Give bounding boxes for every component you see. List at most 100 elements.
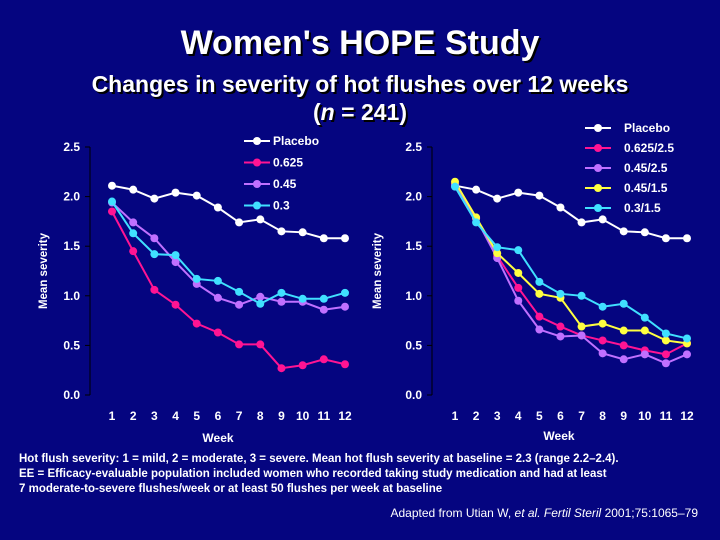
data-point <box>683 334 691 343</box>
data-point <box>661 359 670 368</box>
x-tick-label: 7 <box>578 409 585 423</box>
data-point <box>341 288 349 297</box>
data-point <box>256 292 265 301</box>
data-point <box>619 326 628 335</box>
data-point <box>556 332 565 341</box>
footnote: 7 moderate-to-severe flushes/week or at … <box>19 483 443 495</box>
data-point <box>535 325 544 334</box>
citation-journal: Fertil Steril <box>540 506 602 520</box>
data-point <box>514 283 523 292</box>
x-tick-label: 7 <box>236 409 243 423</box>
y-tick-label: 0.5 <box>63 338 80 352</box>
data-point <box>108 181 116 190</box>
data-point <box>661 329 670 338</box>
legend-marker <box>594 144 602 152</box>
x-tick-label: 1 <box>452 409 459 423</box>
x-tick-label: 4 <box>172 409 179 423</box>
series-line-0.45 <box>111 201 346 311</box>
data-point <box>341 302 349 311</box>
data-point <box>598 302 607 311</box>
legend-label: 0.625 <box>273 156 303 170</box>
legend-label: 0.45 <box>273 177 297 191</box>
data-point <box>640 326 649 335</box>
data-point <box>598 349 607 358</box>
data-point <box>192 319 201 328</box>
citation-rest: 2001;75:1065–79 <box>601 506 698 520</box>
data-point <box>683 350 691 359</box>
legend-label: Placebo <box>273 134 319 148</box>
data-point <box>277 227 286 236</box>
data-point <box>129 218 138 227</box>
data-point <box>171 258 180 267</box>
x-tick-label: 6 <box>215 409 222 423</box>
data-point <box>619 227 628 236</box>
data-point <box>619 299 628 308</box>
data-point <box>256 299 265 308</box>
data-point <box>235 218 244 227</box>
y-tick-label: 1.0 <box>405 289 422 303</box>
data-point <box>535 277 544 286</box>
y-tick-label: 2.0 <box>63 190 80 204</box>
data-point <box>598 215 607 224</box>
data-point <box>451 182 459 191</box>
data-point <box>298 361 307 370</box>
data-point <box>556 203 565 212</box>
x-tick-label: 12 <box>338 409 352 423</box>
legend-label: 0.3/1.5 <box>624 201 661 215</box>
data-point <box>577 331 586 340</box>
y-tick-label: 2.5 <box>63 140 80 154</box>
data-point <box>493 249 502 258</box>
x-tick-label: 10 <box>296 409 310 423</box>
x-axis-label: Week <box>543 429 574 443</box>
y-axis-label: Mean severity <box>38 232 50 309</box>
x-tick-label: 11 <box>660 409 673 423</box>
data-point <box>619 355 628 364</box>
legend-marker <box>253 180 261 188</box>
data-point <box>341 234 349 243</box>
data-point <box>319 294 328 303</box>
legend-marker <box>253 201 261 210</box>
legend-label: 0.625/2.5 <box>624 141 674 155</box>
data-point <box>472 218 481 227</box>
citation-prefix: Adapted from Utian W, <box>390 506 515 520</box>
y-tick-label: 0.0 <box>405 388 422 402</box>
data-point <box>129 247 138 256</box>
legend-marker <box>594 164 602 172</box>
legend-label: Placebo <box>624 121 670 135</box>
legend-label: 0.45/1.5 <box>624 181 668 195</box>
data-point <box>661 350 670 359</box>
x-tick-label: 2 <box>473 409 480 423</box>
y-tick-label: 1.5 <box>405 239 422 253</box>
data-point <box>683 234 691 243</box>
series-line-0.3 <box>111 201 346 305</box>
x-tick-label: 3 <box>151 409 158 423</box>
data-point <box>298 294 307 303</box>
data-point <box>577 218 586 227</box>
data-point <box>277 297 286 306</box>
data-point <box>235 287 244 296</box>
data-point <box>577 322 586 331</box>
legend-label: 0.45/2.5 <box>624 161 668 175</box>
x-tick-label: 5 <box>193 409 200 423</box>
data-point <box>661 234 670 243</box>
data-point <box>319 355 328 364</box>
legend-marker <box>253 137 261 145</box>
legend-marker <box>594 184 602 192</box>
data-point <box>213 276 222 285</box>
n-value: = 241) <box>334 99 407 125</box>
citation: Adapted from Utian W, et al. Fertil Ster… <box>390 506 698 520</box>
x-tick-label: 12 <box>680 409 694 423</box>
series-line-0.3/1.5 <box>454 186 688 340</box>
data-point <box>192 191 201 200</box>
data-point <box>493 243 502 252</box>
data-point <box>235 340 244 349</box>
x-tick-label: 8 <box>257 409 264 423</box>
data-point <box>535 191 544 200</box>
data-point <box>256 340 265 349</box>
x-tick-label: 5 <box>536 409 543 423</box>
legend-label: 0.3 <box>273 199 290 213</box>
y-tick-label: 2.5 <box>405 140 422 154</box>
data-point <box>514 296 523 305</box>
x-tick-label: 1 <box>109 409 116 423</box>
